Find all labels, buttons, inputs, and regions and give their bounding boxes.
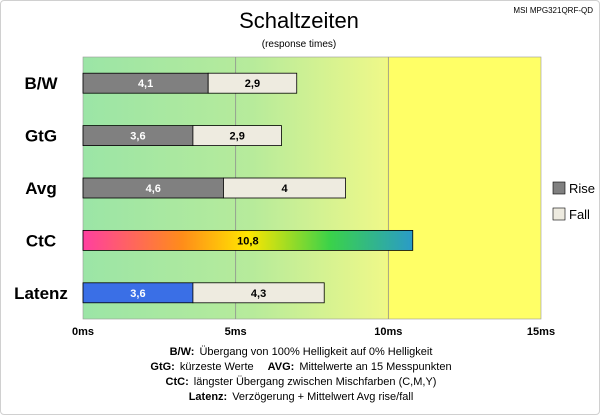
legend-fall-label: Fall [569,207,590,222]
category-label: CtC [26,231,56,250]
bar-fall-label: 2,9 [245,78,260,90]
category-label: B/W [24,74,58,93]
note-latenz: Latenz: Verzögerung + Mittelwert Avg rise… [189,391,414,403]
bar-fall-gtg [192,125,282,146]
category-labels: B/W GtG Avg CtC Latenz [14,74,68,303]
bar-rise-label: 3,6 [130,131,145,143]
note-latenz-text: Verzögerung + Mittelwert Avg rise/fall [232,391,413,403]
category-label: Latenz [14,284,68,303]
category-label: Avg [25,179,57,198]
note-gtg-text: kürzeste Werte [180,361,254,373]
model-label: MSI MPG321QRF-QD [513,6,593,15]
x-tick-label: 0ms [72,326,94,338]
bar-fall-label: 4 [281,183,288,195]
note-latenz-label: Latenz: [189,391,228,403]
category-label: GtG [25,127,57,146]
note-ctc-text: längster Übergang zwischen Mischfarben (… [194,376,437,388]
legend-rise-swatch [552,181,566,195]
bar-fall-avg [223,177,346,199]
notes: B/W: Übergang von 100% Helligkeit auf 0% … [150,346,451,403]
legend-rise-label: Rise [569,181,595,196]
note-bw-label: B/W: [170,346,195,358]
x-tick-label: 15ms [527,326,555,338]
chart-title: Schaltzeiten [239,8,359,33]
x-tick-label: 10ms [374,326,402,338]
x-tick-labels: 0ms 5ms 10ms 15ms [72,326,555,338]
bar-fall-bw [207,72,298,94]
bar-rise-label: 10,8 [237,235,258,247]
legend: Rise Fall [552,181,595,222]
note-ctc: CtC: längster Übergang zwischen Mischfarb… [166,376,437,388]
bar-rise-label: 3,6 [130,288,145,300]
note-bw: B/W: Übergang von 100% Helligkeit auf 0% … [170,346,433,358]
legend-fall-swatch [552,207,566,221]
note-avg-label: AVG: [268,361,295,373]
note-bw-text: Übergang von 100% Helligkeit auf 0% Hell… [199,346,432,358]
x-tick-label: 5ms [225,326,247,338]
note-ctc-label: CtC: [166,376,189,388]
note-gtg-avg: GtG: kürzeste Werte AVG: Mittelwerte an 15 … [150,361,451,373]
bar-fall-label: 2,9 [230,131,245,143]
note-avg-text: Mittelwerte an 15 Messpunkten [299,361,451,373]
bars: 4,1 2,9 3,6 2,9 4,6 4 10,8 3,6 4,3 [82,72,414,304]
bar-rise-label: 4,1 [138,78,153,90]
bar-rise-label: 4,6 [146,183,161,195]
bar-rise-ctc [82,229,414,251]
chart-subtitle: (response times) [262,39,336,50]
note-gtg-label: GtG: [150,361,174,373]
bar-fall-label: 4,3 [251,288,266,300]
bar-fall-latenz [192,282,325,304]
